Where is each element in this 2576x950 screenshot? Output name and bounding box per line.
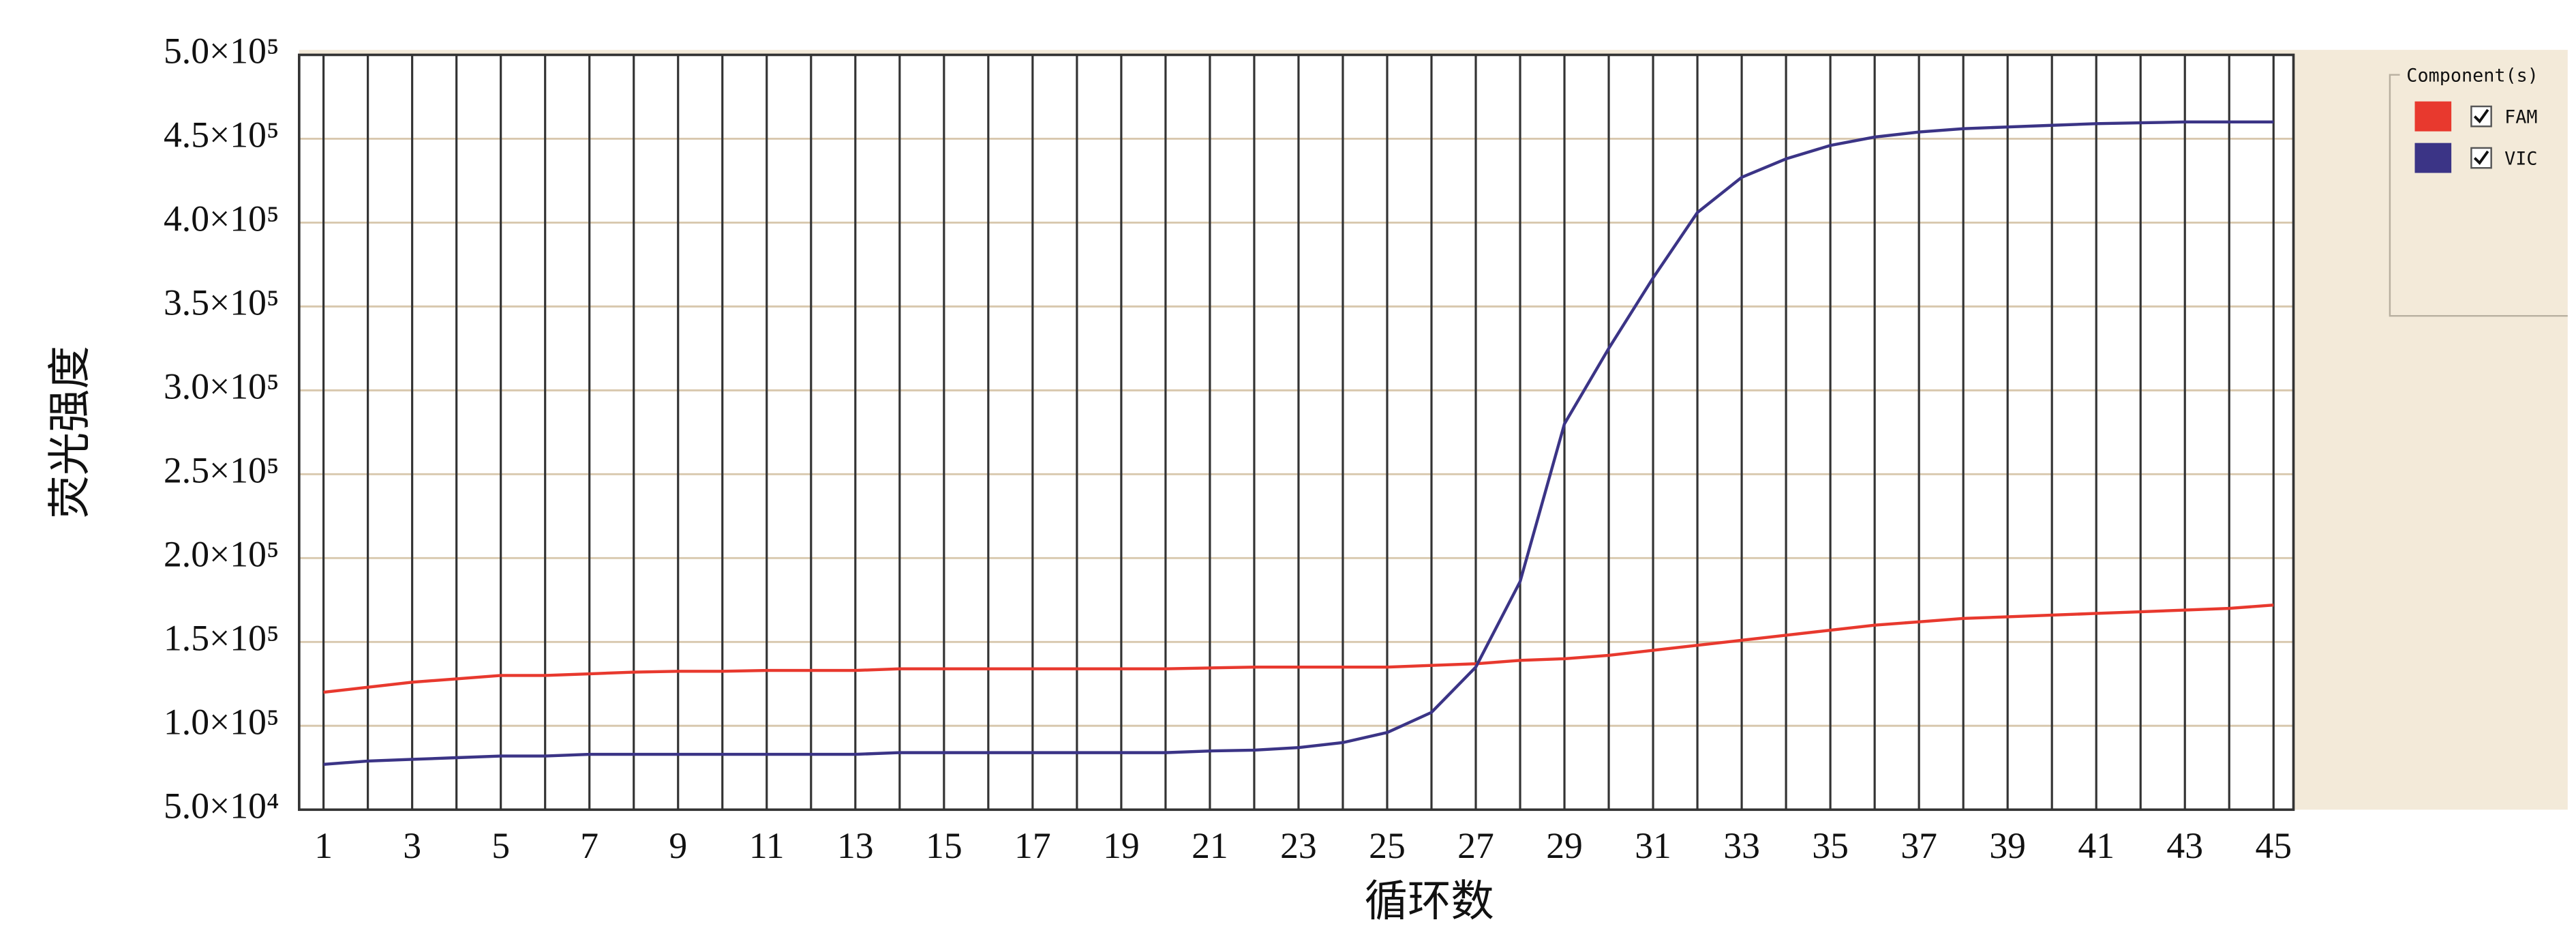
x-tick-label: 31 [1635,825,1671,866]
legend-check [2473,150,2489,165]
y-tick-label: 2.0×10⁵ [164,534,279,575]
x-tick-label: 43 [2166,825,2203,866]
series-line [323,603,2274,694]
series-line [323,120,2274,767]
x-tick-label: 27 [1457,825,1494,866]
x-tick-label: 45 [2255,825,2292,866]
x-tick-label: 29 [1546,825,1583,866]
legend-swatch [2414,101,2452,132]
x-tick-label: 23 [1280,825,1317,866]
x-tick-label: 39 [1989,825,2026,866]
x-tick-label: 1 [314,825,333,866]
legend-checkbox [2470,147,2492,169]
x-tick-label: 25 [1369,825,1406,866]
x-tick-label: 11 [749,825,785,866]
y-tick-label: 2.5×10⁵ [164,450,279,491]
plot-area [299,55,2294,810]
legend-checkbox [2470,105,2492,128]
x-tick-label: 19 [1103,825,1140,866]
y-tick-label: 1.0×10⁵ [164,702,279,743]
legend-label: FAM [2504,107,2537,128]
x-tick-label: 35 [1812,825,1849,866]
x-axis-label: 循环数 [1365,878,1494,925]
y-tick-label: 3.5×10⁵ [164,282,279,323]
y-tick-label: 5.0×10⁴ [164,786,279,827]
legend-frame [2389,74,2568,317]
legend: Component(s) [2389,65,2568,317]
x-tick-label: 37 [1900,825,1937,866]
x-tick-label: 7 [580,825,598,866]
x-tick-label: 17 [1014,825,1051,866]
y-tick-label: 1.5×10⁵ [164,618,279,659]
y-tick-label: 4.5×10⁵ [164,115,279,155]
x-tick-label: 3 [403,825,421,866]
lines [323,120,2274,767]
legend-swatch [2414,143,2452,173]
y-tick-label: 5.0×10⁵ [164,31,279,72]
y-tick-label: 3.0×10⁵ [164,366,279,407]
legend-check [2473,108,2489,123]
x-tick-label: 5 [491,825,510,866]
x-tick-label: 13 [837,825,874,866]
y-axis-label: 荧光强度 [46,346,94,518]
legend-title: Component(s) [2406,65,2539,87]
plot-frame [298,53,2295,812]
x-tick-label: 15 [926,825,963,866]
y-tick-label: 4.0×10⁵ [164,198,279,239]
x-tick-label: 33 [1723,825,1760,866]
legend-label: VIC [2504,149,2537,170]
x-tick-label: 41 [2078,825,2115,866]
x-tick-label: 21 [1192,825,1228,866]
legend-items: FAM VIC [2414,101,2538,173]
x-tick-label: 9 [669,825,687,866]
